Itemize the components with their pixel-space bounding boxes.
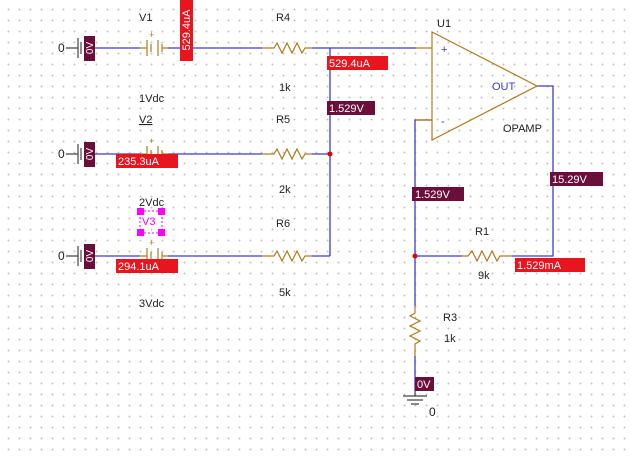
svg-text:529.4uA: 529.4uA	[181, 9, 193, 51]
resistor-ref: R1	[475, 226, 489, 238]
resistor-symbol	[262, 249, 312, 263]
opamp-symbol	[431, 31, 539, 141]
selection-box-v3[interactable]: V3	[137, 208, 165, 236]
resistor-symbol	[462, 249, 512, 263]
opamp-minus: -	[441, 116, 445, 128]
resistor-r6[interactable]: R6 5k	[262, 218, 312, 299]
wire-minus-node[interactable]	[414, 119, 432, 306]
ground-glyph: 0	[58, 147, 65, 161]
battery-symbol	[140, 248, 168, 264]
left-ground-v1[interactable]: 0 0V	[58, 36, 96, 61]
svg-text:294.1uA: 294.1uA	[118, 261, 160, 273]
svg-text:529.4uA: 529.4uA	[329, 58, 371, 70]
ground-glyph: 0	[58, 41, 65, 55]
selection-handle[interactable]	[158, 208, 165, 215]
resistor-value: 2k	[279, 184, 291, 196]
opamp-ref: U1	[437, 18, 451, 30]
selection-handle[interactable]	[137, 208, 144, 215]
svg-text:235.3uA: 235.3uA	[118, 156, 160, 168]
resistor-r1[interactable]: R1 9k	[462, 226, 512, 282]
source-ref: V1	[139, 12, 152, 24]
svg-text:+: +	[149, 30, 154, 40]
ground-icon	[66, 246, 82, 266]
left-ground-v3[interactable]: 0 0V	[58, 244, 96, 269]
resistor-r5[interactable]: R5 2k	[262, 114, 312, 196]
left-ground-v2[interactable]: 0 0V	[58, 142, 96, 167]
svg-text:+: +	[149, 136, 154, 146]
voltage-marker-output[interactable]: 15.29V	[550, 172, 603, 186]
selection-handle[interactable]	[158, 229, 165, 236]
current-marker-r1[interactable]: 1.529mA	[515, 258, 585, 272]
source-value: 1Vdc	[139, 93, 165, 105]
junction-dot	[412, 253, 418, 259]
wire-feedback[interactable]	[512, 85, 554, 257]
opamp-out: OUT	[492, 81, 516, 93]
source-ref: V3	[142, 216, 155, 228]
current-marker-v3[interactable]: 294.1uA	[116, 259, 178, 273]
opamp-input-pins	[416, 47, 432, 121]
resistor-ref: R5	[276, 114, 290, 126]
opamp-plus: +	[441, 44, 447, 56]
svg-text:1.529V: 1.529V	[415, 189, 451, 201]
junction-dot	[327, 151, 333, 157]
current-marker-v2[interactable]: 235.3uA	[116, 154, 178, 168]
resistor-r4[interactable]: R4 1k	[262, 12, 312, 94]
resistor-symbol	[408, 306, 422, 356]
voltage-marker: 0V	[85, 250, 96, 263]
resistor-value: 1k	[444, 333, 456, 345]
resistor-value: 9k	[478, 270, 490, 282]
voltage-marker-sum-node[interactable]: 1.529V	[327, 101, 375, 115]
svg-text:15.29V: 15.29V	[552, 174, 588, 186]
resistor-ref: R4	[276, 12, 290, 24]
resistor-ref: R3	[443, 312, 457, 324]
resistor-value: 1k	[279, 82, 291, 94]
battery-symbol	[140, 40, 168, 56]
current-marker-v1[interactable]: 529.4uA	[180, 0, 193, 61]
ground-bottom[interactable]: 0 0V	[403, 377, 436, 419]
source-v1[interactable]: + V1 1Vdc	[139, 12, 168, 105]
ground-icon	[403, 392, 427, 405]
resistor-ref: R6	[276, 218, 290, 230]
source-value: 3Vdc	[139, 298, 165, 310]
source-ref: V2	[139, 114, 152, 126]
svg-text:+: +	[149, 238, 154, 248]
ground-glyph: 0	[58, 249, 65, 263]
voltage-marker: 0V	[85, 42, 96, 55]
voltage-marker: 0V	[417, 379, 431, 391]
svg-text:1.529V: 1.529V	[329, 103, 365, 115]
voltage-marker: 0V	[85, 148, 96, 161]
svg-text:1.529mA: 1.529mA	[517, 260, 562, 272]
source-v3[interactable]: + 3Vdc	[139, 238, 168, 310]
current-marker-r4[interactable]: 529.4uA	[327, 56, 388, 70]
source-value: 2Vdc	[139, 197, 165, 209]
opamp-u1[interactable]: U1 + - OUT OPAMP	[416, 18, 542, 141]
resistor-symbol	[262, 41, 312, 55]
selection-handle[interactable]	[137, 229, 144, 236]
opamp-model: OPAMP	[503, 123, 542, 135]
ground-label: 0	[429, 405, 436, 419]
resistor-value: 5k	[279, 287, 291, 299]
ground-icon	[66, 38, 82, 58]
voltage-marker-minus-node[interactable]: 1.529V	[412, 187, 464, 201]
resistor-symbol	[262, 147, 312, 161]
ground-icon	[66, 144, 82, 164]
resistor-r3[interactable]: R3 1k	[408, 306, 457, 356]
